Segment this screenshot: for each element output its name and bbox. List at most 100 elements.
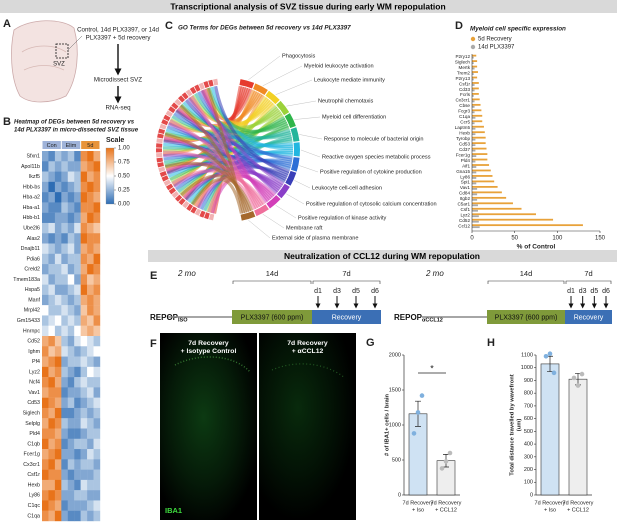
heat-cell [48, 438, 56, 450]
gene-segment [199, 210, 206, 218]
heat-cell [80, 253, 88, 265]
leader-line [286, 100, 317, 107]
heat-cell [42, 264, 49, 275]
y-tick-label: 300 [524, 454, 533, 460]
heat-cell [74, 233, 81, 244]
bar [472, 82, 479, 84]
y-tick-label: 0 [530, 492, 533, 498]
phase-label: PLX3397 (600 ppm) [241, 314, 304, 321]
heat-cell [80, 418, 88, 429]
bar [472, 180, 495, 183]
heat-cell [74, 356, 81, 368]
heat-cell [87, 181, 94, 193]
legend-label: 14d PLX3397 [478, 45, 515, 51]
heat-cell [61, 274, 68, 285]
gene-segment [168, 187, 176, 195]
term-segment [276, 100, 290, 116]
heat-cell [48, 202, 56, 213]
gene-segment [189, 86, 197, 95]
gene-label: P2ry13 [455, 76, 470, 81]
heat-cell [87, 171, 94, 183]
heat-cell [61, 171, 68, 183]
gene-label: Dnajb11 [21, 246, 40, 252]
heat-cell [93, 212, 101, 224]
gene-label: Cd52 [459, 218, 470, 223]
heat-cell [61, 284, 68, 296]
heat-cell [80, 305, 88, 316]
gene-segment [194, 208, 202, 216]
heat-cell [54, 233, 62, 244]
leader-line [248, 220, 271, 239]
leader-line [275, 205, 297, 219]
gene-segment [156, 148, 163, 153]
heat-cell [54, 202, 62, 213]
heat-cell [80, 233, 88, 244]
heat-cell [42, 438, 49, 450]
heat-cell [67, 284, 75, 296]
heat-cell [87, 202, 94, 213]
heat-cell [67, 346, 75, 357]
bar [472, 98, 480, 101]
phase-label: Recovery [574, 314, 604, 321]
gene-label: Itgb2 [460, 196, 471, 201]
y-tick-label: 0 [398, 492, 401, 498]
heat-cell [87, 222, 94, 234]
heat-cell [93, 449, 101, 460]
heat-cell [87, 315, 94, 326]
heat-cell [48, 356, 56, 368]
image-caption: + Isotype Control [181, 348, 237, 355]
group-label-main: REPOP [150, 313, 179, 322]
heat-cell [87, 449, 94, 460]
bar [472, 95, 474, 97]
heat-cell [93, 192, 101, 203]
go-term: Response to molecule of bacterial origin [324, 136, 424, 142]
heat-cell [48, 274, 56, 285]
gene-segment [158, 128, 166, 135]
bracket [232, 280, 312, 284]
gene-segment [171, 102, 179, 110]
heat-cell [93, 377, 101, 388]
group-header [42, 141, 61, 149]
heat-cell [74, 397, 81, 409]
gene-label: Hnrnpc [23, 328, 40, 334]
bar [472, 149, 476, 152]
group-label: REPOPISO [150, 313, 188, 324]
heat-cell [67, 418, 75, 429]
heat-cell [67, 305, 75, 316]
group-label: Elim [66, 143, 77, 149]
heat-cell [61, 377, 68, 388]
gene-segment [171, 191, 179, 199]
y-tick-label: 200 [524, 467, 533, 473]
heat-cell [67, 274, 75, 285]
heat-cell [74, 418, 81, 429]
heat-cell [74, 428, 81, 439]
heat-cell [74, 438, 81, 450]
term-segment [239, 79, 255, 89]
heat-cell [67, 294, 75, 306]
panel-title: Myeloid cell specific expression [470, 26, 566, 33]
gene-label: Apol11b [21, 164, 40, 170]
heat-cell [87, 274, 94, 285]
term-segment [266, 195, 281, 209]
gene-label: P2ry12 [455, 54, 470, 59]
bar [472, 191, 502, 194]
data-point [439, 466, 445, 471]
heat-cell [67, 469, 75, 481]
stain-label: IBA1 [165, 506, 182, 515]
heat-cell [42, 202, 49, 213]
x-tick-label: + CCL12 [567, 507, 589, 513]
heat-cell [80, 264, 88, 275]
heat-cell [48, 479, 56, 491]
gene-segment [157, 133, 164, 139]
workflow-step: Microdissect SVZ [94, 77, 142, 84]
heat-cell [87, 253, 94, 265]
heat-cell [74, 171, 81, 183]
bar [472, 138, 476, 141]
heat-cell [61, 233, 68, 244]
bar [472, 204, 478, 207]
heat-cell [80, 315, 88, 326]
heat-cell [61, 253, 68, 265]
gene-label: Ncf4 [29, 380, 40, 386]
banner [0, 0, 617, 13]
y-tick-label: 1000 [389, 422, 401, 428]
